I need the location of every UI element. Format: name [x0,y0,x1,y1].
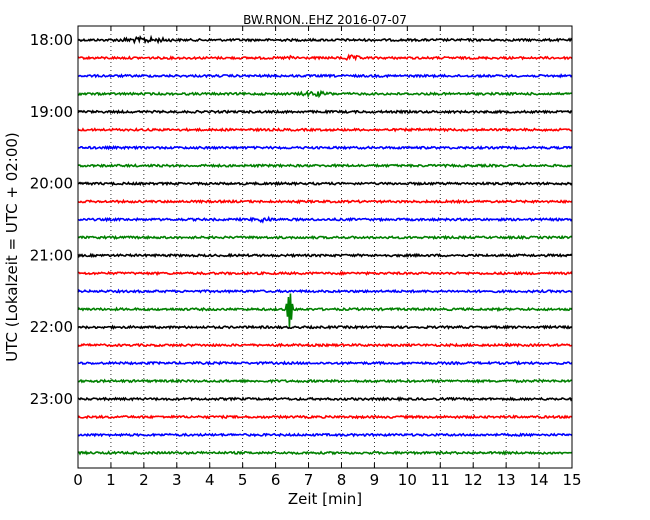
trace-line [77,293,573,328]
trace-line [77,378,573,384]
x-tick-label: 13 [497,471,516,489]
y-tick-label: 20:00 [30,175,73,193]
trace-line [77,414,573,420]
trace-line [77,449,573,456]
y-tick-label: 22:00 [30,318,73,336]
x-tick-label: 6 [271,471,281,489]
chart-title: BW.RNON..EHZ 2016-07-07 [243,13,407,27]
y-tick-label: 18:00 [30,31,73,49]
trace-line [77,89,573,99]
grid [110,26,540,468]
trace-line [77,198,573,205]
x-tick-label: 0 [73,471,83,489]
trace-line [77,234,573,241]
x-tick-label: 12 [464,471,483,489]
trace-line [77,73,573,79]
trace-line [77,360,573,366]
trace-line [77,252,573,259]
y-axis: 18:00 19:00 20:00 21:00 22:00 23:00 [30,31,572,408]
trace-line [77,288,573,294]
trace-line [77,396,573,402]
x-axis-label: Zeit [min] [288,490,362,508]
trace-line [77,53,573,62]
trace-line [77,215,573,224]
x-tick-label: 11 [431,471,450,489]
y-tick-label: 19:00 [30,103,73,121]
x-tick-label: 7 [304,471,314,489]
x-tick-label: 9 [370,471,380,489]
x-tick-label: 5 [238,471,248,489]
trace-line [77,432,573,438]
trace-line [77,342,573,348]
trace-line [77,270,573,277]
trace-line [77,324,573,330]
y-tick-label: 21:00 [30,246,73,264]
trace-line [77,127,573,133]
trace-line [77,180,573,187]
x-tick-label: 2 [139,471,149,489]
x-tick-label: 3 [172,471,182,489]
x-tick-label: 4 [205,471,215,489]
x-axis: 0 1 2 3 4 5 6 7 8 9 10 11 12 13 14 15 [73,26,582,489]
x-tick-label: 1 [106,471,116,489]
x-tick-label: 15 [562,471,581,489]
y-tick-label: 23:00 [30,390,73,408]
trace-line [77,109,573,115]
trace-line [77,144,573,151]
trace-line [77,163,573,169]
traces [77,34,573,456]
x-tick-label: 10 [398,471,417,489]
trace-line [77,34,573,45]
x-tick-label: 8 [337,471,347,489]
y-axis-label: UTC (Lokalzeit = UTC + 02:00) [3,132,21,362]
x-tick-label: 14 [530,471,549,489]
plot-frame [77,25,573,469]
